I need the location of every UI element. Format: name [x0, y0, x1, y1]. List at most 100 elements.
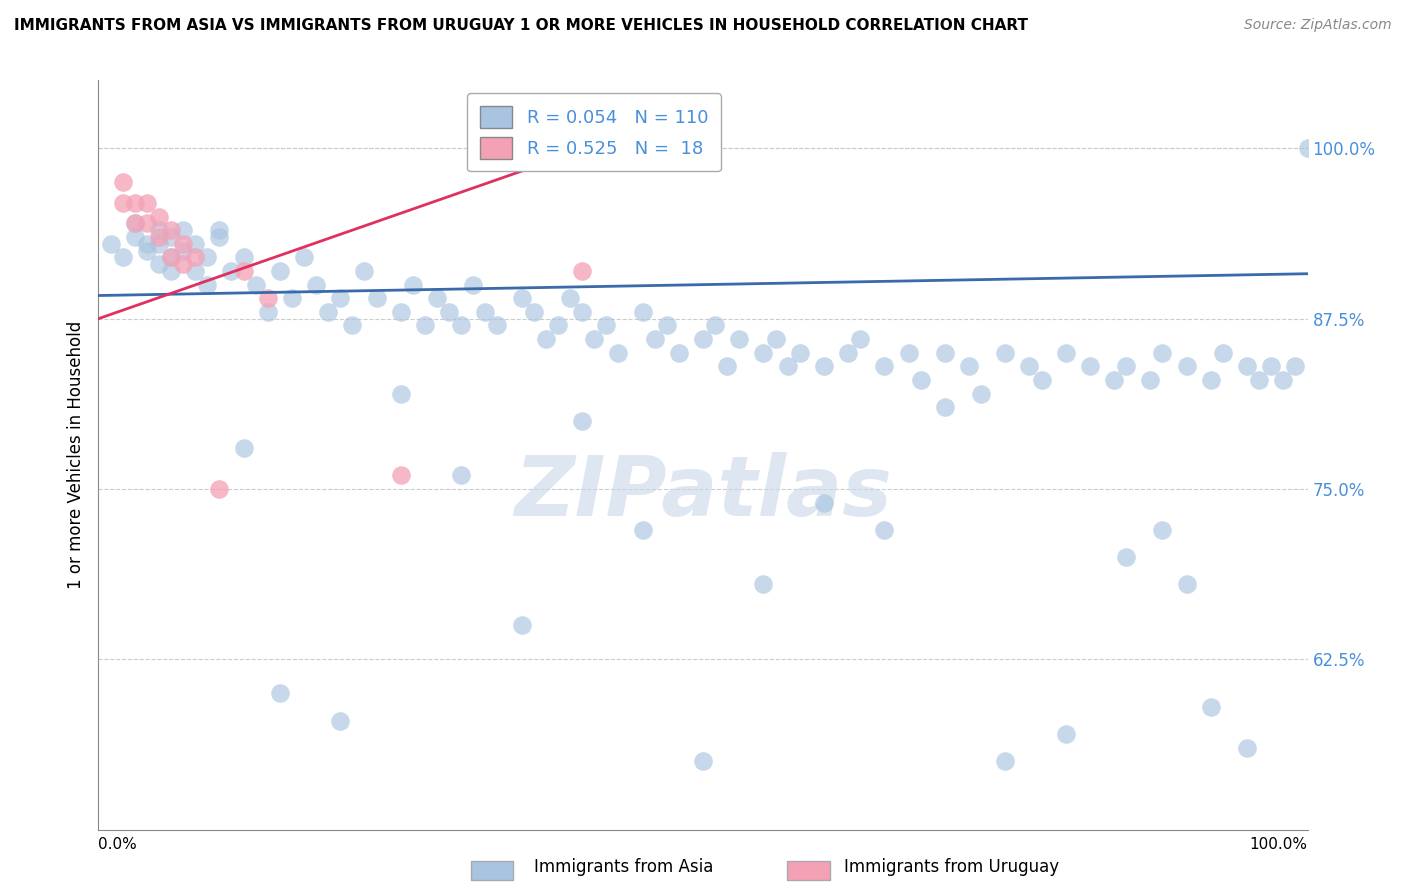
- Point: [148, 236, 170, 251]
- Point: [631, 305, 654, 319]
- Point: [910, 373, 932, 387]
- Point: [1115, 359, 1137, 374]
- Point: [849, 332, 872, 346]
- Point: [160, 230, 183, 244]
- Point: [1115, 550, 1137, 565]
- Point: [148, 210, 170, 224]
- Point: [1054, 727, 1077, 741]
- Point: [232, 441, 254, 455]
- Point: [994, 345, 1017, 359]
- Point: [813, 359, 835, 374]
- Point: [897, 345, 920, 359]
- Point: [172, 236, 194, 251]
- Point: [583, 332, 606, 346]
- Text: 100.0%: 100.0%: [1250, 837, 1308, 852]
- Point: [692, 332, 714, 346]
- Point: [1152, 345, 1174, 359]
- Point: [728, 332, 751, 346]
- Point: [305, 277, 328, 292]
- Point: [100, 236, 122, 251]
- Point: [534, 332, 557, 346]
- Point: [1272, 373, 1295, 387]
- Point: [195, 251, 218, 265]
- Point: [474, 305, 496, 319]
- Point: [124, 195, 146, 210]
- Point: [934, 401, 956, 415]
- Point: [389, 305, 412, 319]
- Point: [571, 414, 593, 428]
- Point: [111, 195, 134, 210]
- Point: [776, 359, 799, 374]
- Point: [353, 264, 375, 278]
- Point: [124, 230, 146, 244]
- Point: [1236, 740, 1258, 755]
- Point: [1152, 523, 1174, 537]
- Point: [813, 495, 835, 509]
- Point: [1139, 373, 1161, 387]
- Point: [148, 223, 170, 237]
- Point: [342, 318, 364, 333]
- Point: [208, 482, 231, 496]
- Point: [571, 305, 593, 319]
- Point: [389, 386, 412, 401]
- Point: [607, 345, 630, 359]
- Point: [450, 468, 472, 483]
- Point: [426, 291, 449, 305]
- Point: [256, 291, 278, 305]
- Point: [160, 264, 183, 278]
- Point: [256, 305, 278, 319]
- Point: [1175, 359, 1198, 374]
- Point: [1018, 359, 1040, 374]
- Point: [571, 264, 593, 278]
- Point: [970, 386, 993, 401]
- Point: [1249, 373, 1271, 387]
- Point: [1212, 345, 1234, 359]
- Text: Source: ZipAtlas.com: Source: ZipAtlas.com: [1244, 18, 1392, 32]
- Point: [389, 468, 412, 483]
- Point: [160, 223, 183, 237]
- Point: [1199, 700, 1222, 714]
- Point: [1175, 577, 1198, 591]
- Point: [329, 291, 352, 305]
- Point: [160, 251, 183, 265]
- Point: [221, 264, 243, 278]
- Point: [195, 277, 218, 292]
- Point: [631, 523, 654, 537]
- Point: [148, 230, 170, 244]
- Point: [135, 244, 157, 258]
- Point: [232, 264, 254, 278]
- Text: IMMIGRANTS FROM ASIA VS IMMIGRANTS FROM URUGUAY 1 OR MORE VEHICLES IN HOUSEHOLD : IMMIGRANTS FROM ASIA VS IMMIGRANTS FROM …: [14, 18, 1028, 33]
- Point: [316, 305, 339, 319]
- Point: [716, 359, 738, 374]
- Point: [1260, 359, 1282, 374]
- Point: [765, 332, 787, 346]
- Point: [595, 318, 617, 333]
- Point: [1284, 359, 1306, 374]
- Point: [873, 359, 896, 374]
- Point: [558, 291, 581, 305]
- Point: [292, 251, 315, 265]
- Point: [752, 345, 775, 359]
- Point: [547, 318, 569, 333]
- Point: [281, 291, 304, 305]
- Point: [1236, 359, 1258, 374]
- Point: [1199, 373, 1222, 387]
- Point: [269, 264, 291, 278]
- Point: [692, 755, 714, 769]
- Point: [135, 236, 157, 251]
- Point: [184, 264, 207, 278]
- Point: [329, 714, 352, 728]
- Point: [510, 291, 533, 305]
- Point: [1031, 373, 1053, 387]
- Point: [208, 223, 231, 237]
- Legend: R = 0.054   N = 110, R = 0.525   N =  18: R = 0.054 N = 110, R = 0.525 N = 18: [467, 93, 721, 171]
- Point: [124, 216, 146, 230]
- Point: [172, 244, 194, 258]
- Point: [644, 332, 666, 346]
- Text: 0.0%: 0.0%: [98, 837, 138, 852]
- Point: [208, 230, 231, 244]
- Point: [837, 345, 859, 359]
- Point: [437, 305, 460, 319]
- Point: [111, 251, 134, 265]
- Point: [1078, 359, 1101, 374]
